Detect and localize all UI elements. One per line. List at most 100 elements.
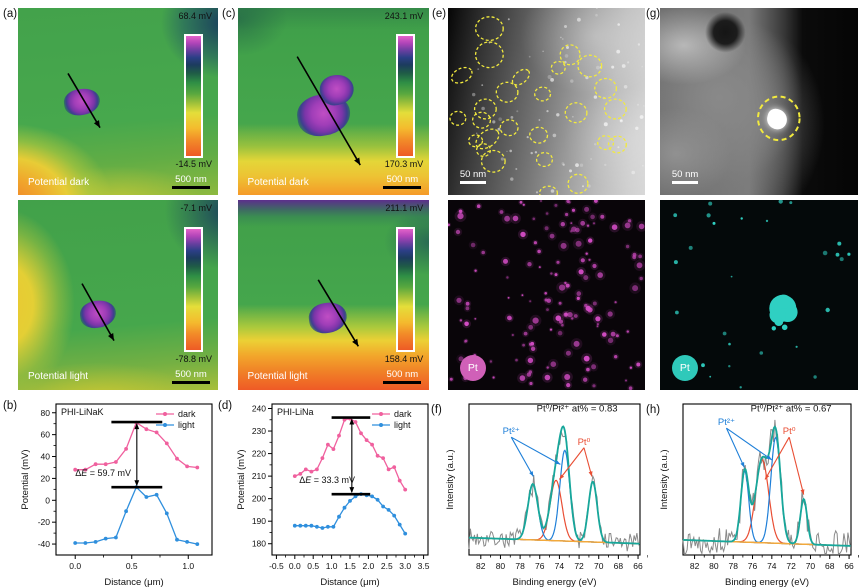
particle-circle-overlay [757,95,801,142]
colorbar-max-label: 68.4 mV [178,10,212,21]
panel-label-a: (a) [3,8,18,20]
pt-dots-canvas [448,200,645,390]
colorbar-max-label: 243.1 mV [384,10,424,21]
svg-text:240: 240 [252,404,266,414]
svg-text:Pt⁰/Pt²⁺ at% = 0.83: Pt⁰/Pt²⁺ at% = 0.83 [537,404,618,415]
mode-label: Potential dark [28,176,90,188]
panel-label-h: (h) [646,404,661,416]
svg-text:70: 70 [594,561,604,571]
mode-label: Potential dark [247,176,309,188]
kpfm-profile-chart-d: -0.5 0.0 0.5 1.0 1.5 2.0 2.5 3.0 3.5 180 190 200 210… [236,403,430,588]
svg-text:0.5: 0.5 [126,561,138,571]
colorbar-min-label: -78.8 mV [175,353,212,364]
panel-label-g: (g) [646,8,661,20]
svg-text:-20: -20 [38,517,51,527]
svg-text:74: 74 [555,561,565,571]
kpfm-map-c-light: 211.1 mV 158.4 mV Potential light 500 nm [238,200,429,390]
scalebar: 50 nm [459,169,486,184]
xps-chart-f: 82 80 78 76 74 72 70 68 66 Binding energy (eV) Int… [445,403,648,588]
colorbar-min-label: -14.5 mV [175,159,212,170]
svg-text:Potential (mV): Potential (mV) [20,449,31,509]
svg-text:82: 82 [476,561,486,571]
colorbar-min-label: 170.3 mV [384,159,424,170]
svg-text:Intensity (a.u.): Intensity (a.u.) [445,449,456,509]
svg-text:66: 66 [633,561,643,571]
panel-label-d: (d) [218,400,233,412]
kpfm-map-a-dark: 68.4 mV -14.5 mV Potential dark 500 nm [18,8,218,195]
profile-arrow [296,56,361,166]
svg-text:Distance (μm): Distance (μm) [320,577,379,588]
colorbar-min-label: 158.4 mV [384,353,424,364]
svg-text:Pt⁰: Pt⁰ [578,437,591,448]
svg-text:3.5: 3.5 [418,561,430,571]
svg-text:70: 70 [806,561,816,571]
svg-text:180: 180 [252,539,266,549]
panel-label-c: (c) [222,8,236,20]
svg-text:78: 78 [515,561,525,571]
svg-text:66: 66 [844,561,854,571]
pt-element-badge: Pt [459,354,486,381]
svg-text:76: 76 [535,561,545,571]
svg-text:Pt²⁺: Pt²⁺ [718,417,735,428]
xps-chart-h: 82 80 78 76 74 72 70 68 66 Binding energy (eV) Int… [659,403,859,588]
colorbar [184,226,203,353]
svg-text:2.0: 2.0 [362,561,374,571]
svg-text:210: 210 [252,471,266,481]
svg-text:Pt²⁺: Pt²⁺ [503,426,520,437]
stem-image-g: 50 nm [660,8,858,195]
scalebar: 500 nm [383,369,422,385]
stem-image-e: 50 nm [448,8,645,195]
svg-text:Pt⁰/Pt²⁺ at% = 0.67: Pt⁰/Pt²⁺ at% = 0.67 [751,404,832,415]
svg-text:230: 230 [252,426,266,436]
eds-pt-map-g: Pt [660,200,858,390]
svg-text:76: 76 [748,561,758,571]
svg-text:PHI-LiNa: PHI-LiNa [277,407,314,417]
svg-text:82: 82 [690,561,700,571]
scalebar: 500 nm [172,369,210,385]
svg-text:80: 80 [709,561,719,571]
svg-text:60: 60 [41,430,51,440]
svg-text:ΔE = 59.7 mV: ΔE = 59.7 mV [75,468,131,478]
svg-text:80: 80 [496,561,506,571]
colorbar [184,34,203,158]
scalebar: 500 nm [172,174,210,190]
svg-text:72: 72 [574,561,584,571]
svg-text:0.0: 0.0 [289,561,301,571]
svg-text:Distance (μm): Distance (μm) [104,577,163,588]
panel-label-b: (b) [3,400,18,412]
mode-label: Potential light [28,371,89,383]
svg-text:light: light [178,420,195,430]
colorbar [396,226,415,353]
mode-label: Potential light [247,371,308,383]
svg-text:light: light [394,420,411,430]
svg-text:74: 74 [767,561,777,571]
svg-text:0: 0 [45,495,50,505]
eds-pt-map-e: Pt [448,200,645,390]
svg-text:dark: dark [178,409,196,419]
svg-text:Binding energy (eV): Binding energy (eV) [513,577,597,588]
svg-text:78: 78 [728,561,738,571]
panel-label-e: (e) [432,8,447,20]
svg-text:ΔE = 33.3 mV: ΔE = 33.3 mV [299,475,355,485]
svg-text:72: 72 [786,561,796,571]
svg-text:190: 190 [252,516,266,526]
profile-arrow [317,279,360,347]
colorbar-max-label: 211.1 mV [385,202,424,213]
svg-text:Pt⁰: Pt⁰ [783,426,796,437]
kpfm-map-c-dark: 243.1 mV 170.3 mV Potential dark 500 nm [238,8,429,195]
kpfm-profile-chart-b: 0.0 0.5 1.0 -40 -20 0 20 40 60 80 Distance (μm) Pot… [20,403,213,588]
profile-arrow [67,73,101,129]
svg-text:2.5: 2.5 [381,561,393,571]
profile-arrow [81,283,115,341]
svg-text:20: 20 [41,473,51,483]
svg-text:-0.5: -0.5 [269,561,284,571]
svg-text:dark: dark [394,409,412,419]
scalebar: 50 nm [671,169,698,184]
svg-text:220: 220 [252,449,266,459]
svg-text:PHI-LiNaK: PHI-LiNaK [61,407,104,417]
svg-text:40: 40 [41,452,51,462]
svg-text:1.0: 1.0 [182,561,194,571]
panel-label-f: (f) [431,404,442,416]
svg-text:1.0: 1.0 [326,561,338,571]
